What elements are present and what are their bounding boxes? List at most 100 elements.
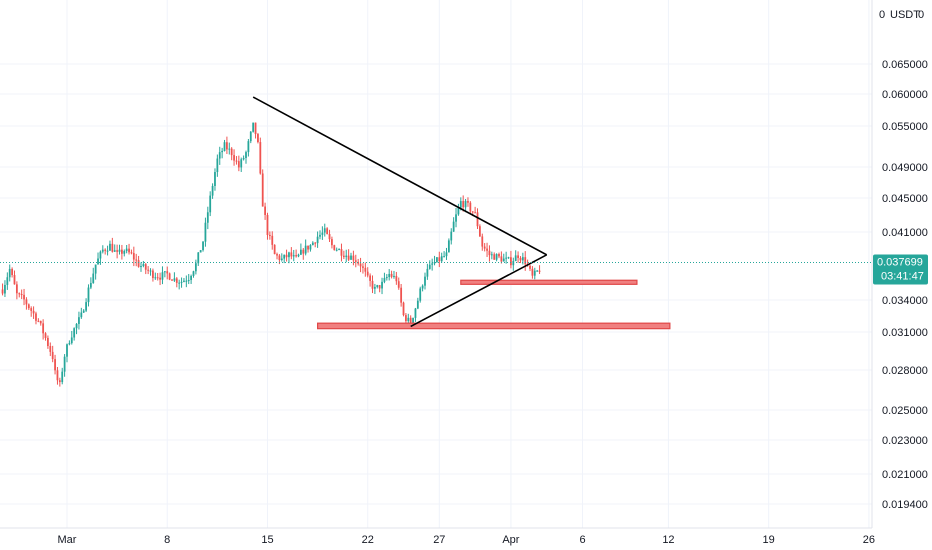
candle-body <box>237 161 240 168</box>
last-price-tag-background <box>873 254 928 285</box>
candle-body <box>273 244 276 255</box>
candle-body <box>536 270 539 272</box>
candle-body <box>123 250 126 254</box>
support-zone-upper[interactable] <box>460 279 638 285</box>
candle-body <box>51 351 54 360</box>
candle-body <box>459 201 462 208</box>
candle-body <box>144 264 147 270</box>
candle-body <box>101 249 104 252</box>
candle-body <box>500 256 503 262</box>
candle-body <box>66 344 68 357</box>
candle-body <box>104 249 107 251</box>
candle-body <box>295 255 298 257</box>
candle-body <box>268 234 271 236</box>
candle-body <box>333 245 336 251</box>
candle-body <box>529 265 531 269</box>
drawing-tools-layer[interactable] <box>252 96 671 330</box>
candle-body <box>39 320 42 324</box>
candle-body <box>436 257 438 263</box>
candle-body <box>381 281 383 289</box>
candle-body <box>68 343 71 345</box>
candle-body <box>140 266 142 268</box>
candle-body <box>214 172 216 186</box>
candle-body <box>462 201 465 208</box>
candle-body <box>116 250 119 252</box>
price-axis[interactable]: 0.065000 0.060000 0.055000 0.049000 0.045000… <box>882 59 928 511</box>
candle-body <box>78 317 80 324</box>
candle-body <box>75 323 78 329</box>
candle-body <box>271 235 274 245</box>
price-tick-label: 0.060000 <box>882 89 928 101</box>
candle-body <box>70 337 73 344</box>
candle-body <box>359 263 362 267</box>
candle-body <box>309 245 312 250</box>
candle-body <box>161 272 164 280</box>
candle-body <box>223 142 226 151</box>
price-tick-label: 0.028000 <box>882 365 928 377</box>
candle-body <box>137 260 140 267</box>
currency-label[interactable]: 0 USDT 0 <box>879 9 924 21</box>
candle-body <box>175 278 178 283</box>
candle-body <box>257 134 259 143</box>
candle-body <box>302 249 305 254</box>
candle-body <box>44 333 47 338</box>
candle-body <box>357 261 360 264</box>
candle-body <box>1 289 4 294</box>
candle-body <box>354 260 357 262</box>
candle-body <box>521 257 524 261</box>
candle-body <box>488 250 491 256</box>
triangle-lower-trendline[interactable] <box>410 254 548 328</box>
candle-body <box>89 283 92 288</box>
candle-body <box>130 252 133 254</box>
candle-body <box>378 285 381 289</box>
candle-body <box>166 271 169 274</box>
time-axis[interactable]: Mar 8 15 22 27 Apr 6 12 19 26 <box>58 534 876 546</box>
triangle-upper-trendline[interactable] <box>252 96 548 256</box>
candle-body <box>326 228 329 235</box>
candle-body <box>405 315 407 322</box>
candle-body <box>347 255 350 260</box>
candle-body <box>206 212 209 223</box>
time-axis-background[interactable] <box>0 528 932 550</box>
candle-body <box>395 275 398 282</box>
candle-body <box>230 148 233 156</box>
candle-body <box>190 275 193 281</box>
candle-body <box>128 248 130 253</box>
candle-body <box>99 251 102 259</box>
candle-body <box>345 255 348 257</box>
price-tick-label: 0.019400 <box>882 499 928 511</box>
candle-body <box>240 159 243 168</box>
candle-body <box>369 275 372 281</box>
candle-body <box>194 263 197 272</box>
candle-body <box>385 277 388 279</box>
candle-body <box>4 284 6 294</box>
candle-body <box>185 280 188 282</box>
candle-body <box>316 236 319 244</box>
candle-body <box>152 270 154 279</box>
candle-body <box>299 249 302 255</box>
price-tick-label: 0.065000 <box>882 59 928 71</box>
candle-body <box>467 201 469 203</box>
candle-body <box>113 250 116 252</box>
candle-body <box>393 275 395 277</box>
candle-body <box>56 370 59 381</box>
candle-body <box>211 185 214 196</box>
candle-body <box>276 254 278 256</box>
candle-body <box>42 323 45 334</box>
candle-body <box>340 249 343 256</box>
candle-body <box>476 212 479 227</box>
candle-body <box>252 122 255 132</box>
time-tick-label: 12 <box>662 534 674 546</box>
candle-body <box>362 266 364 268</box>
candle-body <box>25 299 28 305</box>
candle-body <box>383 278 386 282</box>
candle-body <box>517 255 519 258</box>
candle-body <box>440 256 443 262</box>
time-tick-label: 15 <box>261 534 273 546</box>
support-zone-lower[interactable] <box>317 322 671 330</box>
time-tick-label: 22 <box>362 534 374 546</box>
candle-body <box>331 239 333 246</box>
candle-body <box>37 320 40 322</box>
candle-body <box>18 293 21 295</box>
